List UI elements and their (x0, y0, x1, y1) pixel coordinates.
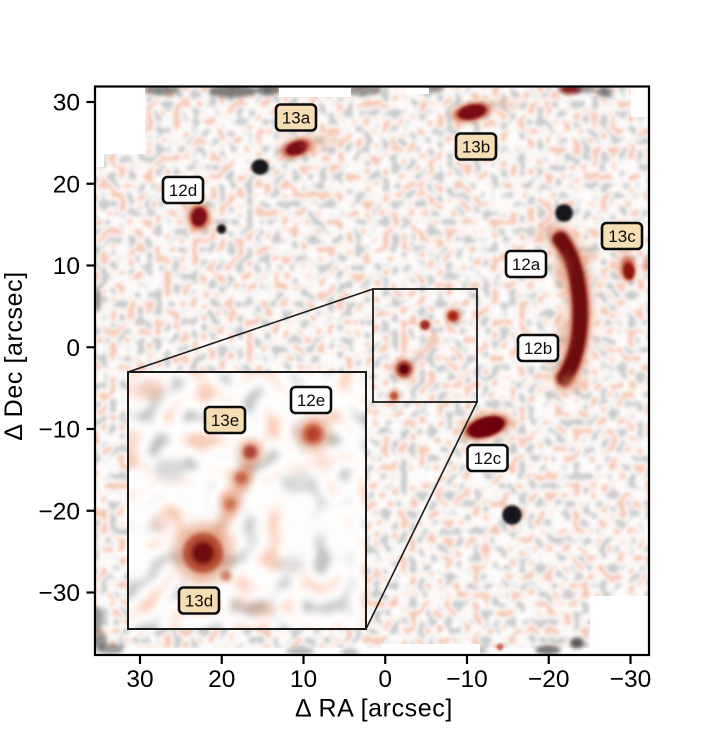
svg-text:12d: 12d (169, 181, 197, 200)
svg-text:12a: 12a (512, 255, 541, 274)
svg-text:13a: 13a (282, 108, 311, 127)
svg-text:12b: 12b (524, 339, 552, 358)
svg-text:−30: −30 (610, 666, 652, 693)
svg-text:30: 30 (126, 666, 153, 693)
svg-text:10: 10 (53, 253, 80, 280)
svg-text:0: 0 (378, 666, 392, 693)
svg-text:−10: −10 (38, 417, 80, 444)
svg-text:10: 10 (290, 666, 317, 693)
svg-text:Δ RA [arcsec]: Δ RA [arcsec] (295, 695, 453, 723)
svg-text:12c: 12c (474, 449, 502, 468)
svg-text:13d: 13d (185, 591, 213, 610)
svg-text:13c: 13c (608, 227, 636, 246)
svg-text:Δ Dec [arcsec]: Δ Dec [arcsec] (0, 271, 28, 441)
svg-text:20: 20 (53, 171, 80, 198)
svg-text:0: 0 (66, 335, 80, 362)
svg-text:13e: 13e (211, 411, 239, 430)
svg-text:−10: −10 (446, 666, 488, 693)
svg-text:13b: 13b (462, 137, 490, 156)
svg-text:12e: 12e (297, 391, 325, 410)
svg-text:−20: −20 (528, 666, 570, 693)
svg-text:−30: −30 (38, 580, 80, 607)
svg-text:20: 20 (208, 666, 235, 693)
svg-text:30: 30 (53, 90, 80, 117)
svg-text:−20: −20 (38, 498, 80, 525)
